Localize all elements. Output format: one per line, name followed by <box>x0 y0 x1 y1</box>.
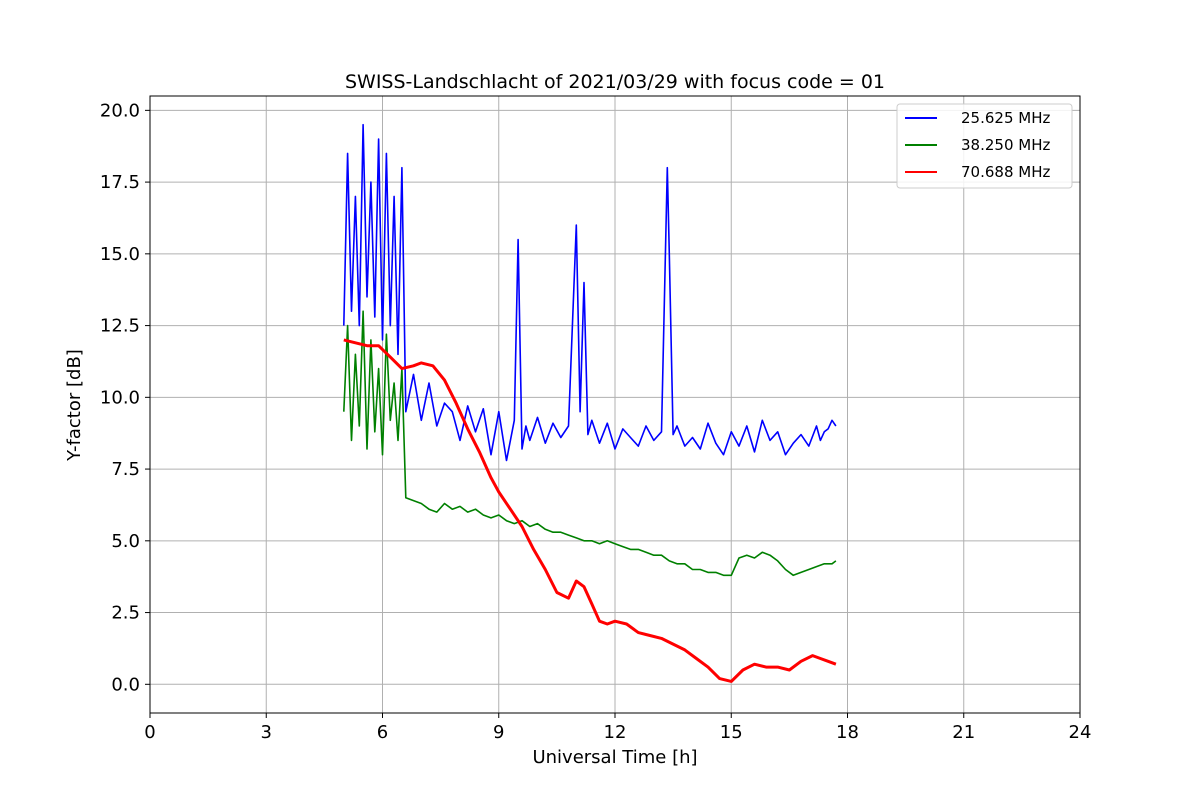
ticks: 0 3 6 9 12 15 18 21 24 0.0 2.5 5.0 7.5 10.0 12.5 15.0 17… <box>100 100 1092 743</box>
y-tick-label: 17.5 <box>100 172 140 193</box>
x-tick-label: 15 <box>720 722 743 743</box>
x-tick-label: 24 <box>1069 722 1092 743</box>
legend-box <box>896 103 1073 189</box>
y-tick-label: 2.5 <box>111 603 140 624</box>
series-line-2 <box>343 310 837 577</box>
x-tick-label: 6 <box>377 722 388 743</box>
plot-lines <box>343 123 837 683</box>
x-tick-label: 21 <box>952 722 975 743</box>
y-tick-label: 7.5 <box>111 459 140 480</box>
x-tick-label: 18 <box>836 722 859 743</box>
y-tick-label: 15.0 <box>100 244 140 265</box>
y-tick-label: 5.0 <box>111 531 140 552</box>
chart-title: SWISS-Landschlacht of 2021/03/29 with fo… <box>345 71 885 93</box>
x-tick-label: 9 <box>493 722 504 743</box>
x-tick-label: 0 <box>144 722 155 743</box>
series-line-1 <box>343 123 837 462</box>
y-tick-label: 10.0 <box>100 387 140 408</box>
legend-label: 70.688 MHz <box>961 163 1050 181</box>
y-tick-label: 20.0 <box>100 100 140 121</box>
y-tick-label: 0.0 <box>111 674 140 695</box>
x-tick-label: 12 <box>604 722 627 743</box>
x-axis-label: Universal Time [h] <box>532 747 697 768</box>
y-axis-label: Y-factor [dB] <box>64 349 85 462</box>
legend: 25.625 MHz 38.250 MHz 70.688 MHz <box>896 103 1073 189</box>
series-line-3 <box>343 338 837 683</box>
x-tick-label: 3 <box>261 722 272 743</box>
y-tick-label: 12.5 <box>100 316 140 337</box>
legend-label: 38.250 MHz <box>961 136 1050 154</box>
legend-label: 25.625 MHz <box>961 109 1050 127</box>
